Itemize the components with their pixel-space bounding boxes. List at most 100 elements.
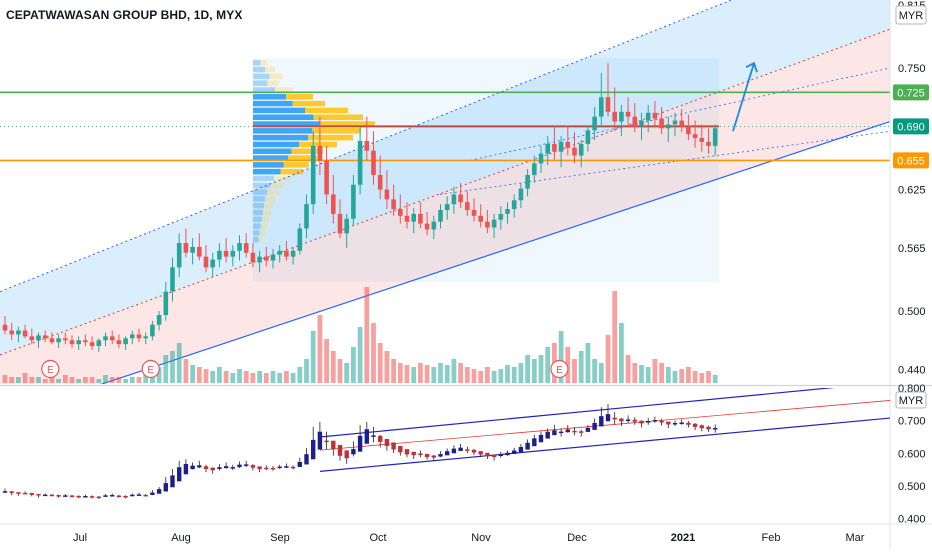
volume-profile-bar-down	[269, 73, 283, 80]
volume-bar	[418, 363, 423, 383]
candle-body	[36, 335, 41, 341]
ha-body	[706, 426, 711, 430]
projection-arrow-line	[732, 62, 755, 132]
candle-body	[116, 340, 122, 345]
volume-bar	[538, 355, 544, 383]
ha-body	[652, 420, 658, 422]
candle-body	[2, 324, 8, 331]
candle-body	[679, 120, 684, 127]
volume-bar	[451, 359, 457, 383]
volume-bar	[578, 351, 584, 383]
ha-body	[284, 466, 289, 468]
lower-currency-button	[895, 391, 927, 409]
candle-body	[136, 334, 142, 339]
candle-body	[411, 213, 416, 222]
candle-body	[438, 209, 443, 222]
earnings-label: E	[147, 365, 154, 376]
channel-upper-fill	[0, 0, 890, 355]
ha-body	[525, 442, 530, 450]
volume-bar	[438, 363, 443, 383]
candle-body	[605, 97, 611, 112]
ha-body	[16, 492, 21, 494]
candle-body	[572, 147, 577, 156]
ha-body	[471, 449, 477, 453]
candle-body	[331, 194, 336, 214]
volume-profile-bar-down	[312, 128, 361, 134]
x-tick-label: Oct	[369, 532, 386, 544]
candle-body	[190, 246, 195, 253]
ha-body	[485, 452, 490, 457]
main-ytick-label: 0.440	[898, 364, 926, 376]
ha-body	[592, 422, 597, 430]
x-tick-label: Feb	[762, 532, 781, 544]
candle-body	[612, 111, 617, 122]
volume-profile-bar-down	[261, 216, 269, 223]
ha-body	[713, 428, 718, 430]
ha-body	[250, 465, 256, 468]
ha-body	[632, 419, 637, 422]
candle-body	[123, 338, 128, 345]
ha-body	[344, 450, 349, 459]
ha-body	[136, 494, 142, 496]
volume-bar	[505, 365, 510, 383]
volume-bar	[62, 375, 68, 383]
ha-body	[22, 492, 28, 495]
candle-body	[223, 250, 229, 257]
volume-bar	[223, 371, 229, 383]
ha-body	[63, 495, 68, 497]
candle-body	[109, 336, 115, 341]
candle-body	[56, 338, 61, 343]
volume-profile-area	[253, 58, 719, 282]
volume-bar	[250, 373, 256, 383]
volume-bar	[652, 359, 658, 383]
candle-body	[518, 188, 524, 201]
candle-body	[505, 209, 510, 214]
ha-body	[297, 461, 302, 467]
volume-bar	[625, 355, 631, 383]
candle-body	[498, 213, 504, 220]
volume-profile-bar-down	[269, 182, 283, 189]
ha-body	[371, 435, 376, 437]
volume-bar	[706, 371, 711, 383]
candle-body	[230, 250, 236, 257]
ha-body	[43, 494, 48, 497]
candle-body	[398, 209, 403, 216]
ha-body	[317, 431, 323, 450]
x-tick-label: Aug	[171, 532, 191, 544]
volume-profile-bar-up	[253, 148, 292, 155]
volume-bar	[210, 371, 216, 383]
volume-bar	[203, 369, 209, 383]
candle-body	[525, 174, 530, 189]
fan-line-1	[439, 130, 890, 195]
volume-profile-bar-up	[253, 128, 313, 134]
candle-body	[297, 228, 303, 251]
volume-profile-bar-up	[253, 162, 284, 168]
ha-body	[679, 422, 684, 424]
volume-bar	[384, 351, 390, 383]
volume-bar	[83, 377, 88, 383]
ha-body	[123, 495, 128, 498]
volume-profile-bar-up	[253, 60, 261, 66]
volume-profile-bar-up	[253, 155, 289, 161]
ha-body	[237, 464, 242, 468]
price-badge-label: 0.725	[897, 87, 925, 99]
volume-bar	[619, 323, 624, 383]
ha-body	[29, 493, 34, 495]
ha-body	[170, 475, 175, 488]
volume-bar	[277, 373, 283, 383]
ha-body	[183, 463, 189, 475]
ha-body	[337, 444, 343, 456]
candle-body	[324, 160, 329, 195]
volume-bar	[123, 379, 128, 383]
ha-body	[404, 449, 410, 455]
main-ytick-label: 0.565	[898, 243, 926, 255]
volume-bar	[712, 375, 718, 383]
ha-body	[639, 420, 644, 424]
volume-bar	[143, 375, 149, 383]
volume-bar	[217, 367, 222, 383]
lower-channel-upper	[319, 388, 836, 438]
volume-bar	[2, 375, 8, 383]
candle-body	[310, 145, 316, 205]
ha-body	[659, 420, 664, 423]
